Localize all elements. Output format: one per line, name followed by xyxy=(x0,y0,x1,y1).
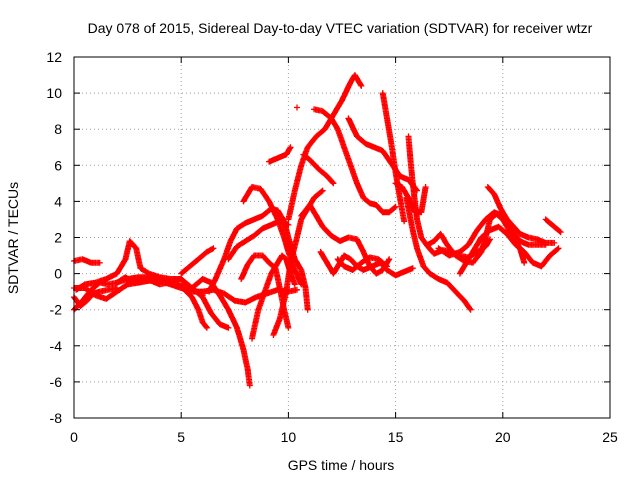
data-markers xyxy=(294,104,300,111)
series-arc-22 xyxy=(317,248,416,279)
data-markers xyxy=(317,248,416,279)
series-arc-28 xyxy=(392,180,429,216)
x-tick-label: 0 xyxy=(70,429,78,445)
series-arc-17 xyxy=(285,72,365,223)
x-tick-label: 15 xyxy=(388,429,404,445)
y-tick-label: 2 xyxy=(54,230,62,246)
series-arc-32 xyxy=(484,184,558,246)
chart-title: Day 078 of 2015, Sidereal Day-to-day VTE… xyxy=(88,20,593,36)
y-tick-label: -6 xyxy=(50,374,63,390)
y-tick-label: -2 xyxy=(50,302,63,318)
x-tick-label: 20 xyxy=(495,429,511,445)
data-markers xyxy=(206,205,311,313)
y-tick-label: 8 xyxy=(54,121,62,137)
y-tick-label: 4 xyxy=(54,193,62,209)
series-arc-18 xyxy=(294,104,300,111)
y-tick-label: 0 xyxy=(54,266,62,282)
y-tick-label: 6 xyxy=(54,157,62,173)
y-axis-label: SDTVAR / TECUs xyxy=(5,182,21,294)
data-markers xyxy=(435,209,549,259)
x-tick-label: 10 xyxy=(281,429,297,445)
series-arc-30 xyxy=(435,209,549,259)
series-arc-25 xyxy=(379,90,408,225)
series-arc-23 xyxy=(334,254,390,273)
series-arc-21 xyxy=(311,106,399,216)
data-series xyxy=(71,72,564,389)
series-arc-31 xyxy=(456,223,562,277)
x-axis-label: GPS time / hours xyxy=(288,457,395,473)
data-markers xyxy=(178,245,217,277)
x-tick-label: 5 xyxy=(177,429,185,445)
y-tick-label: 12 xyxy=(46,49,62,65)
data-markers xyxy=(285,72,365,223)
data-markers xyxy=(311,106,399,216)
x-tick-label: 25 xyxy=(602,429,618,445)
series-arc-19 xyxy=(300,151,337,187)
data-markers xyxy=(300,151,337,187)
series-arc-08 xyxy=(178,245,217,277)
series-arc-10 xyxy=(206,205,311,313)
data-markers xyxy=(456,223,562,277)
series-arc-01 xyxy=(71,256,103,266)
data-markers xyxy=(266,144,294,165)
data-markers xyxy=(334,254,390,273)
data-markers xyxy=(379,90,408,225)
data-markers xyxy=(542,216,564,236)
data-markers xyxy=(392,180,429,216)
data-markers xyxy=(484,184,558,246)
axes: 0 5 10 15 20 25 -8 -6 -4 -2 0 2 4 6 8 10 12 xyxy=(46,49,618,445)
y-tick-label: -8 xyxy=(50,410,63,426)
data-markers xyxy=(71,256,103,266)
y-tick-label: 10 xyxy=(46,85,62,101)
y-tick-label: -4 xyxy=(50,338,63,354)
series-arc-16 xyxy=(266,144,294,165)
series-arc-33 xyxy=(542,216,564,236)
